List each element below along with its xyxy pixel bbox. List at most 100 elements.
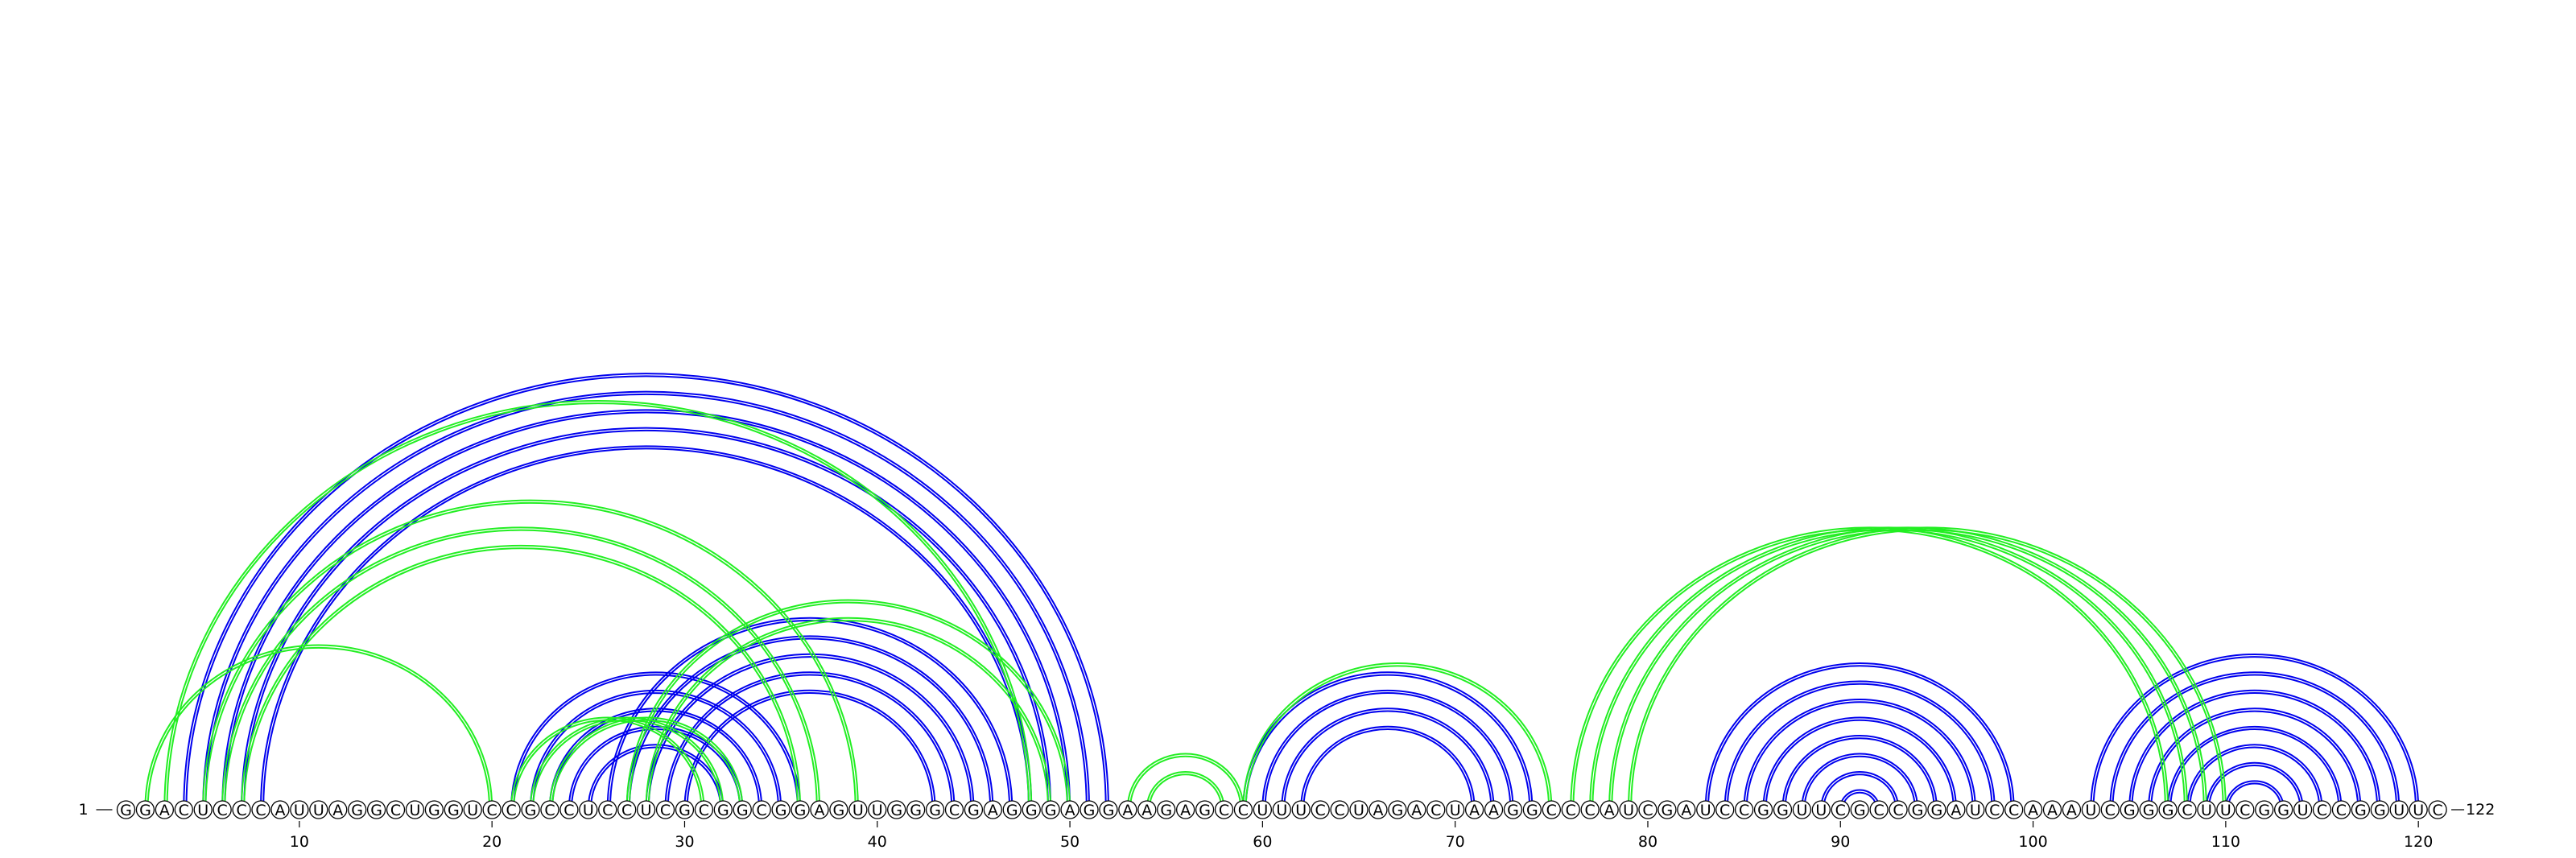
nucleotide: G: [522, 801, 539, 819]
nucleotide: C: [618, 801, 636, 819]
nucleotide-letter: C: [2105, 802, 2116, 819]
nucleotide-letter: G: [1045, 802, 1057, 819]
nucleotide: C: [1311, 801, 1329, 819]
nucleotide: C: [2005, 801, 2023, 819]
base-pair-arc: [2091, 654, 2418, 808]
base-pair-arc: [2094, 657, 2416, 808]
nucleotide: C: [1870, 801, 1888, 819]
nucleotide-letter: C: [2008, 802, 2019, 819]
nucleotide: C: [483, 801, 501, 819]
nucleotide: G: [1042, 801, 1059, 819]
nucleotide-letter: U: [2201, 802, 2212, 819]
nucleotide-letter: C: [1315, 802, 1326, 819]
base-pair-arc: [1785, 738, 1934, 808]
nucleotide-letter: G: [775, 802, 787, 819]
start-position-label: 1: [79, 801, 89, 819]
nucleotide: G: [714, 801, 732, 819]
nucleotide: C: [1736, 801, 1753, 819]
nucleotide-letter: U: [852, 802, 864, 819]
nucleotide: C: [1427, 801, 1445, 819]
nucleotide-letter: G: [737, 802, 749, 819]
nucleotide-letter: U: [409, 802, 420, 819]
nucleotide: U: [1620, 801, 1637, 819]
tick-label: 80: [1638, 833, 1657, 851]
nucleotide: C: [541, 801, 559, 819]
nucleotide-letter: U: [1257, 802, 1268, 819]
nucleotide-letter: G: [1103, 802, 1115, 819]
nucleotide-letter: C: [564, 802, 574, 819]
nucleotide-letter: A: [1604, 802, 1615, 819]
nucleotide-letter: U: [1970, 802, 1981, 819]
tick-label: 40: [868, 833, 887, 851]
nucleotide-letter: C: [1334, 802, 1344, 819]
nucleotide: G: [675, 801, 693, 819]
nucleotide-letter: A: [1488, 802, 1499, 819]
nucleotide-letter: G: [795, 802, 807, 819]
nucleotide-letter: U: [1353, 802, 1364, 819]
nucleotide-letter: A: [2066, 802, 2077, 819]
nucleotide-letter: G: [833, 802, 845, 819]
nucleotide-letter: U: [1796, 802, 1807, 819]
nucleotide-letter: G: [2124, 802, 2136, 819]
nucleotide: U: [1273, 801, 1290, 819]
nucleotide: G: [1909, 801, 1926, 819]
nucleotide-letter: A: [1122, 802, 1133, 819]
nucleotide-letter: A: [1065, 802, 1075, 819]
nucleotide: G: [1196, 801, 1214, 819]
tick-label: 110: [2211, 833, 2240, 851]
nucleotide-letter: C: [1585, 802, 1596, 819]
nucleotide-letter: G: [679, 802, 691, 819]
nucleotide: A: [329, 801, 347, 819]
nucleotide-letter: G: [1662, 802, 1674, 819]
nucleotide: U: [1812, 801, 1830, 819]
nucleotide: U: [194, 801, 212, 819]
nucleotide: G: [1003, 801, 1021, 819]
nucleotide: G: [830, 801, 848, 819]
nucleotide: G: [791, 801, 809, 819]
nucleotide-letter: G: [370, 802, 382, 819]
nucleotide: G: [1389, 801, 1406, 819]
nucleotide-letter: C: [1719, 802, 1730, 819]
nucleotide: A: [1678, 801, 1695, 819]
base-pair-arcs: [145, 373, 2418, 808]
base-pair-arc: [1573, 530, 2165, 808]
nucleotide-letter: A: [1469, 802, 1480, 819]
nucleotide-letter: C: [2182, 802, 2192, 819]
nucleotide: G: [888, 801, 906, 819]
base-pair-arc: [1708, 666, 2011, 808]
nucleotide: U: [2294, 801, 2312, 819]
base-pair-arc: [1301, 727, 1474, 808]
nucleotide: U: [310, 801, 328, 819]
tick-label: 70: [1446, 833, 1465, 851]
nucleotide: C: [657, 801, 675, 819]
nucleotide-letter: A: [159, 802, 170, 819]
nucleotide-letter: C: [1739, 802, 1749, 819]
nucleotide-letter: C: [699, 802, 709, 819]
nucleotide-letter: C: [1566, 802, 1576, 819]
nucleotide: U: [1350, 801, 1368, 819]
nucleotide-letter: C: [1873, 802, 1884, 819]
nucleotide: C: [599, 801, 617, 819]
nucleotide: U: [638, 801, 655, 819]
nucleotide: C: [2332, 801, 2350, 819]
nucleotide: C: [252, 801, 270, 819]
nucleotide-letter: G: [2143, 802, 2155, 819]
nucleotide: A: [984, 801, 1001, 819]
base-pair-arc: [225, 412, 1067, 808]
nucleotide-letter: U: [1450, 802, 1461, 819]
nucleotide-letter: C: [1219, 802, 1229, 819]
nucleotide-letter: G: [890, 802, 902, 819]
base-pair-arc: [569, 727, 742, 808]
nucleotide-letter: G: [717, 802, 729, 819]
nucleotide: A: [1138, 801, 1156, 819]
nucleotide: U: [2409, 801, 2427, 819]
nucleotide: A: [811, 801, 828, 819]
nucleotide: A: [1466, 801, 1484, 819]
nucleotide: C: [1889, 801, 1907, 819]
base-pair-arc: [184, 373, 1108, 808]
nucleotide: G: [1755, 801, 1773, 819]
nucleotide: G: [425, 801, 443, 819]
nucleotide-letter: G: [1026, 802, 1038, 819]
nucleotide: G: [2351, 801, 2369, 819]
